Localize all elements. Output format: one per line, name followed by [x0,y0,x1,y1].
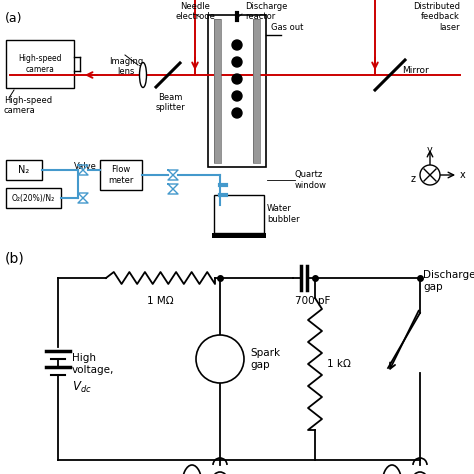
Circle shape [420,165,440,185]
Bar [208,15,266,167]
Text: (a): (a) [5,12,22,25]
Text: Distributed
feedback
laser: Distributed feedback laser [413,2,460,32]
Text: Discharge
reactor: Discharge reactor [245,2,287,21]
Text: (b): (b) [5,252,25,266]
Text: 1 kΩ: 1 kΩ [327,359,351,369]
Text: 1 MΩ: 1 MΩ [146,296,173,306]
Bar [6,40,74,88]
Text: 700 pF: 700 pF [295,296,331,306]
Text: Imaging
lens: Imaging lens [109,57,143,76]
Text: Discharge
gap: Discharge gap [423,270,474,292]
Circle shape [232,91,242,101]
Text: z: z [411,174,416,184]
Text: Water
bubbler: Water bubbler [267,204,300,224]
Bar [6,188,61,208]
Text: Spark
gap: Spark gap [250,348,280,370]
Bar [6,160,42,180]
Text: Flow
meter: Flow meter [109,165,134,185]
Bar [100,160,142,190]
Circle shape [196,335,244,383]
Bar [214,19,221,163]
Circle shape [232,57,242,67]
Text: Beam
splitter: Beam splitter [155,93,185,112]
Bar [214,195,264,233]
Text: x: x [460,170,466,180]
Bar [253,19,260,163]
Text: y: y [427,145,433,155]
Text: High
voltage,: High voltage, [72,353,114,375]
Text: O₂(20%)/N₂: O₂(20%)/N₂ [11,193,55,202]
Text: Valve: Valve [73,162,96,171]
Text: Mirror: Mirror [402,65,429,74]
Bar [212,233,266,238]
Bar [253,19,260,163]
Text: N₂: N₂ [18,165,29,175]
Circle shape [232,40,242,50]
Circle shape [232,74,242,84]
Bar [214,19,221,163]
Text: High-speed
camera: High-speed camera [18,55,62,73]
Text: Quartz
window: Quartz window [295,170,327,190]
Circle shape [232,108,242,118]
Text: $\mathit{V}_{dc}$: $\mathit{V}_{dc}$ [72,380,91,394]
Text: Needle
electrode: Needle electrode [175,2,215,21]
Ellipse shape [139,63,146,88]
Text: Gas out: Gas out [271,23,303,32]
Text: High-speed
camera: High-speed camera [4,96,52,115]
